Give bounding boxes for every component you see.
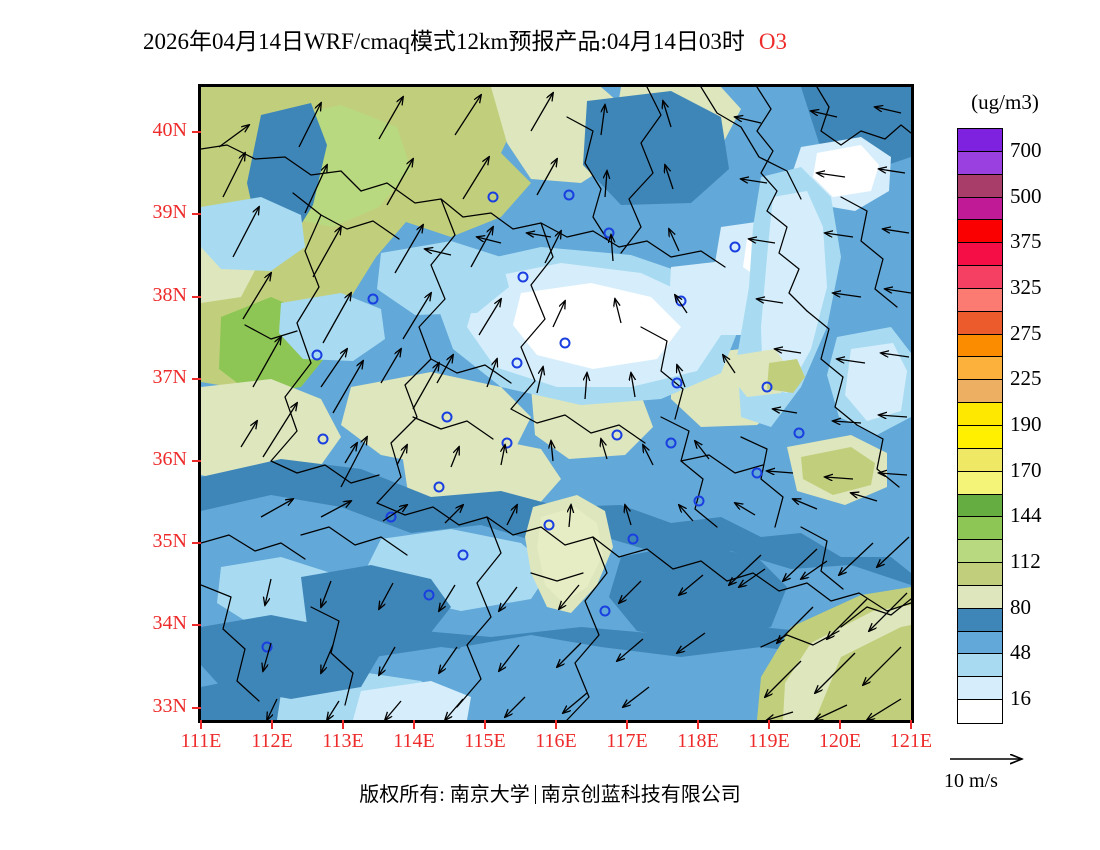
- lat-tick-36N: [192, 460, 201, 463]
- lon-tick-114E: [413, 720, 415, 729]
- colorbar-band-12: [958, 403, 1002, 426]
- lat-tick-label-35N: 35N: [152, 530, 187, 553]
- colorbar-label-225: 225: [1010, 366, 1042, 391]
- colorbar-band-10: [958, 357, 1002, 381]
- lon-tick-label-112E: 112E: [251, 730, 293, 752]
- colorbar-band-18: [958, 540, 1002, 564]
- colorbar-band-14: [958, 448, 1002, 472]
- lon-tick-111E: [200, 720, 202, 729]
- colorbar-label-190: 190: [1010, 412, 1042, 436]
- wind-scale-label: 10 m/s: [944, 770, 998, 792]
- lon-tick-118E: [697, 720, 699, 729]
- lon-tick-label-118E: 118E: [677, 730, 719, 752]
- lon-tick-label-114E: 114E: [393, 730, 435, 752]
- colorbar-band-24: [958, 677, 1002, 701]
- colorbar-band-20: [958, 585, 1002, 609]
- colorbar-band-11: [958, 380, 1002, 404]
- colorbar-band-0: [958, 129, 1002, 152]
- lat-tick-label-38N: 38N: [152, 283, 187, 306]
- lat-tick-37N: [192, 377, 201, 380]
- lat-tick-40N: [192, 131, 201, 134]
- colorbar-units-label: (ug/m3): [971, 90, 1039, 114]
- lon-tick-label-115E: 115E: [464, 730, 506, 752]
- colorbar-gradient: [957, 128, 1003, 724]
- colorbar-label-48: 48: [1010, 640, 1031, 665]
- copyright-footer: 版权所有: 南京大学 南京创蓝科技有限公司: [0, 778, 1100, 807]
- colorbar-label-325: 325: [1010, 274, 1042, 299]
- lon-tick-label-113E: 113E: [322, 730, 364, 752]
- lon-tick-115E: [484, 720, 486, 729]
- colorbar-band-19: [958, 563, 1002, 586]
- colorbar-label-80: 80: [1010, 594, 1031, 619]
- colorbar-band-5: [958, 243, 1002, 267]
- lon-tick-label-116E: 116E: [535, 730, 577, 752]
- colorbar-band-13: [958, 425, 1002, 449]
- lon-tick-116E: [555, 720, 557, 729]
- lat-tick-label-40N: 40N: [152, 119, 187, 142]
- colorbar-band-21: [958, 608, 1002, 632]
- colorbar-label-112: 112: [1010, 549, 1041, 574]
- lat-tick-label-34N: 34N: [152, 612, 187, 635]
- wind-scale-key: 10 m/s: [940, 748, 1090, 796]
- title-text: 2026年04月14日WRF/cmaq模式12km预报产品:04月14日03时: [143, 29, 745, 54]
- lat-tick-35N: [192, 542, 201, 545]
- lon-tick-117E: [626, 720, 628, 729]
- footer-left-text: 版权所有: 南京大学: [359, 784, 530, 806]
- footer-separator: [534, 785, 536, 804]
- colorbar-band-4: [958, 220, 1002, 244]
- colorbar-band-22: [958, 631, 1002, 655]
- lat-tick-38N: [192, 295, 201, 298]
- colorbar-label-275: 275: [1010, 320, 1042, 345]
- colorbar-label-375: 375: [1010, 229, 1042, 254]
- colorbar-band-8: [958, 311, 1002, 335]
- lat-tick-label-37N: 37N: [152, 365, 187, 388]
- lon-tick-label-117E: 117E: [606, 730, 648, 752]
- lon-tick-120E: [839, 720, 841, 729]
- colorbar-label-500: 500: [1010, 183, 1042, 208]
- colorbar-band-9: [958, 334, 1002, 358]
- lon-tick-label-119E: 119E: [748, 730, 790, 752]
- map-plot-area[interactable]: [198, 84, 914, 723]
- colorbar-label-144: 144: [1010, 503, 1042, 528]
- colorbar-band-2: [958, 174, 1002, 198]
- colorbar-band-15: [958, 471, 1002, 495]
- colorbar-legend: (ug/m3) 700 500 375 325 275 225 190 170 144 112 80…: [940, 84, 1090, 744]
- lat-tick-39N: [192, 213, 201, 216]
- colorbar-band-25: [958, 700, 1002, 723]
- colorbar-label-170: 170: [1010, 457, 1042, 482]
- lon-tick-112E: [271, 720, 273, 729]
- lon-tick-113E: [342, 720, 344, 729]
- wind-arrow-icon: [950, 748, 1038, 770]
- lon-tick-119E: [768, 720, 770, 729]
- colorbar-band-3: [958, 197, 1002, 221]
- colorbar-band-23: [958, 654, 1002, 678]
- colorbar-band-6: [958, 266, 1002, 289]
- o3-concentration-heatmap: [201, 87, 911, 720]
- title-species-label: O3: [758, 29, 787, 54]
- lat-tick-label-39N: 39N: [152, 201, 187, 224]
- lat-tick-33N: [192, 706, 201, 709]
- footer-right-text: 南京创蓝科技有限公司: [540, 784, 741, 806]
- lon-tick-label-111E: 111E: [180, 730, 222, 752]
- colorbar-band-1: [958, 151, 1002, 175]
- colorbar-band-16: [958, 494, 1002, 518]
- colorbar-band-7: [958, 288, 1002, 312]
- lat-tick-label-36N: 36N: [152, 448, 187, 471]
- colorbar-label-700: 700: [1010, 137, 1042, 162]
- lat-tick-label-33N: 33N: [152, 694, 187, 717]
- colorbar-band-17: [958, 517, 1002, 541]
- lon-tick-121E: [910, 720, 912, 729]
- lat-tick-34N: [192, 624, 201, 627]
- lon-tick-label-120E: 120E: [818, 730, 862, 752]
- page-title: 2026年04月14日WRF/cmaq模式12km预报产品:04月14日03时 O…: [0, 22, 930, 56]
- lon-tick-label-121E: 121E: [889, 730, 933, 752]
- colorbar-label-16: 16: [1010, 686, 1031, 711]
